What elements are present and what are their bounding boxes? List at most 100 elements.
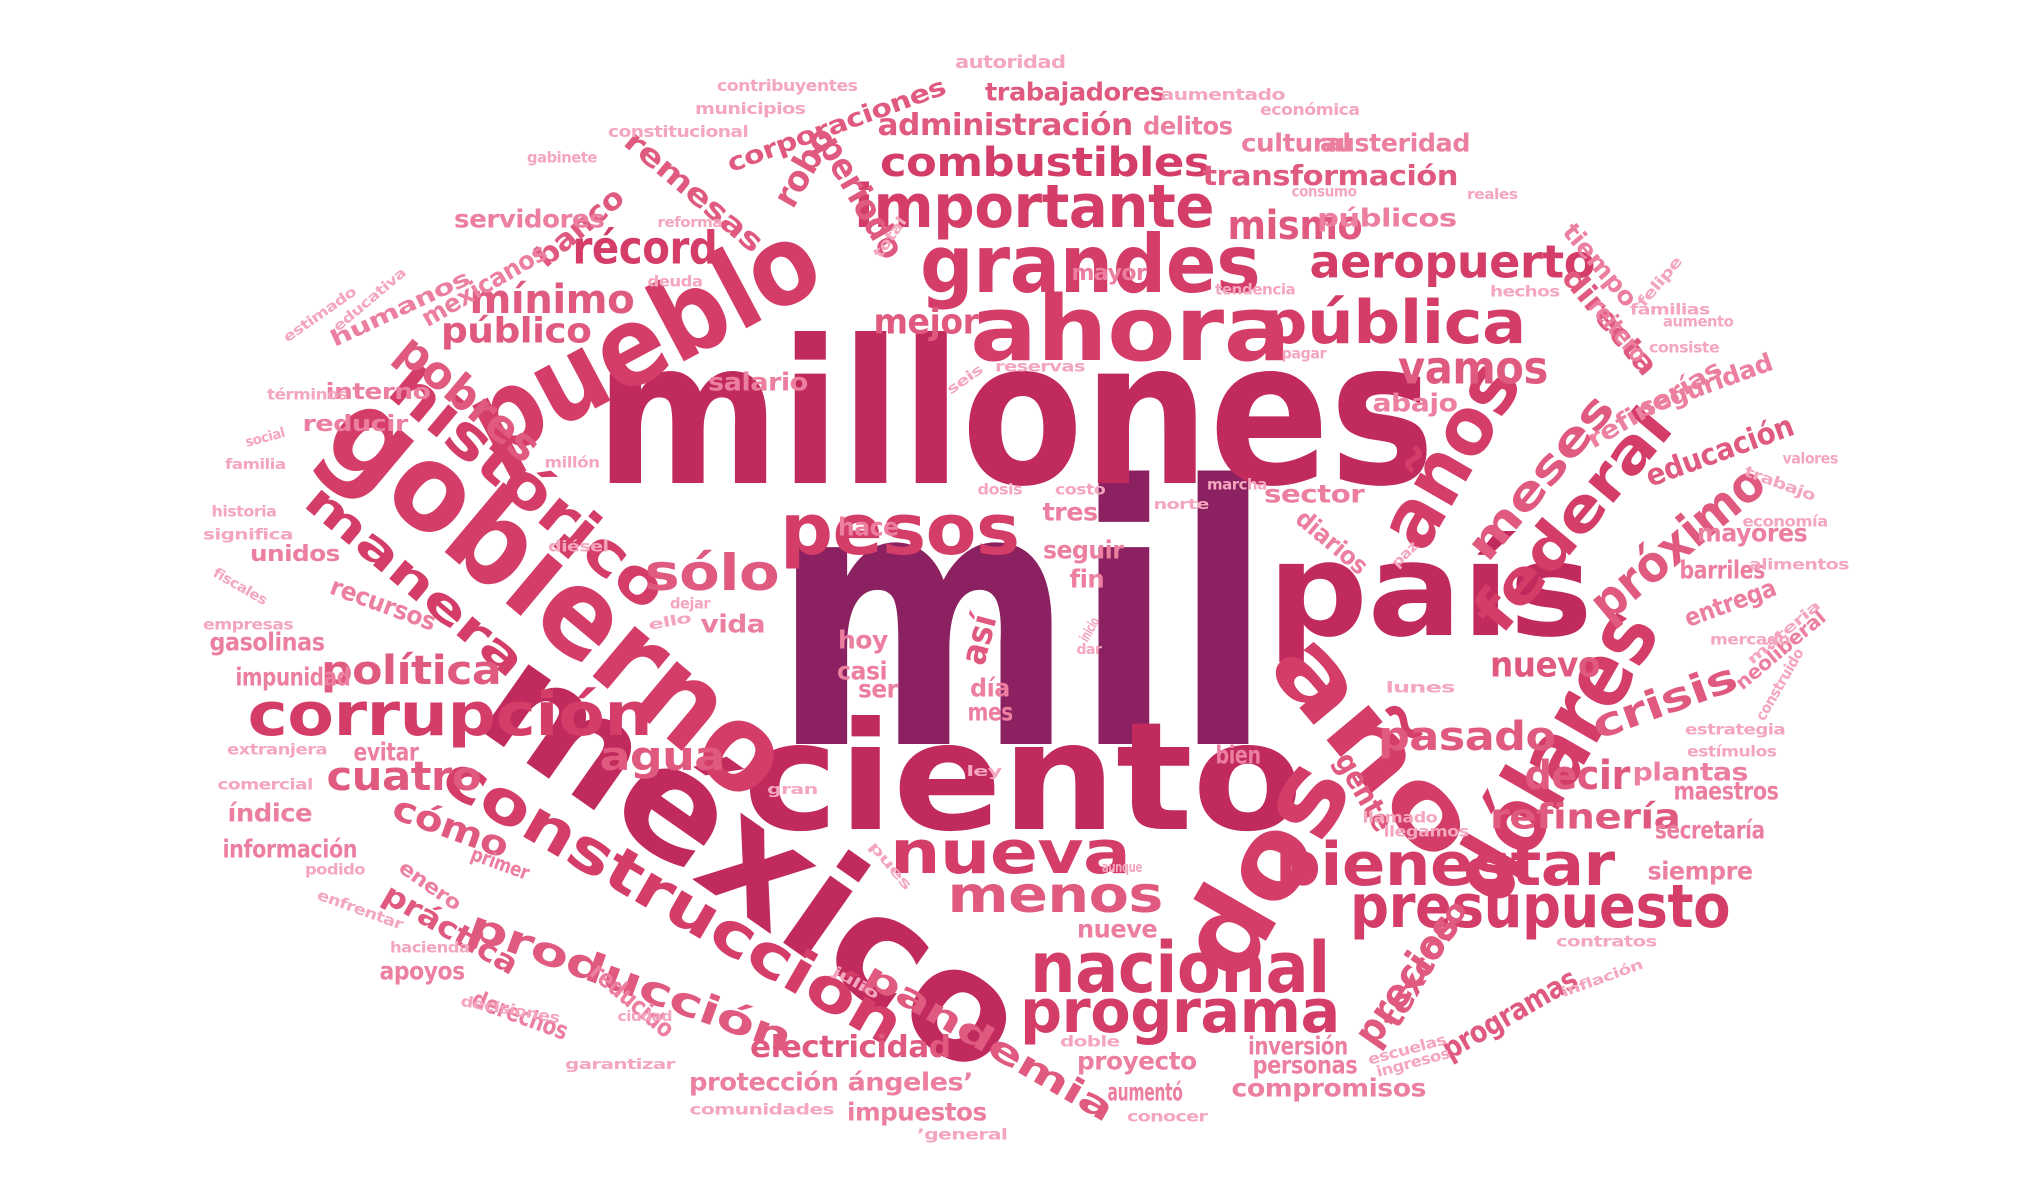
- word-sector: sector: [1264, 479, 1365, 509]
- word-tres: tres: [1042, 497, 1099, 527]
- word-constitucional: constitucional: [608, 122, 749, 141]
- word-inversion: inversión: [1248, 1031, 1348, 1061]
- word-siempre: siempre: [1647, 856, 1754, 886]
- word-publica: pública: [1260, 288, 1527, 358]
- word-autoridad: autoridad: [955, 52, 1066, 73]
- word-politica: política: [321, 648, 502, 694]
- word-hace: hace: [838, 512, 899, 542]
- word-dosis: dosis: [977, 480, 1023, 499]
- word-alimentos: alimentos: [1749, 555, 1849, 574]
- word-consiste: consiste: [1649, 338, 1720, 357]
- word-aeropuerto: aeropuerto: [1309, 235, 1596, 289]
- word-garantizar: garantizar: [565, 1057, 675, 1073]
- word-unidos: unidos: [250, 542, 340, 567]
- word-costo: costo: [1055, 480, 1106, 499]
- word-secretaria: secretaría: [1655, 815, 1765, 845]
- word-solo: sólo: [644, 544, 780, 602]
- word-aumentado: aumentado: [1160, 85, 1286, 104]
- word-gabinete: gabinete: [527, 148, 597, 167]
- word-doble: doble: [1060, 1032, 1120, 1051]
- word-informacion: información: [222, 834, 358, 864]
- word-apoyos: apoyos: [379, 956, 466, 986]
- word-decir: decir: [1524, 753, 1631, 799]
- word-deuda: deuda: [647, 272, 703, 291]
- word-contratos: contratos: [1556, 932, 1657, 951]
- word-record: récord: [572, 221, 718, 275]
- word-familias: familias: [1630, 300, 1710, 319]
- word-cultural: cultural: [1241, 128, 1351, 158]
- word-impuestos: impuestos: [847, 1097, 987, 1127]
- word-bienestar: bienestar: [1275, 830, 1615, 900]
- word-estrategia: estrategia: [1685, 720, 1786, 739]
- word-bien: bien: [1215, 740, 1262, 770]
- word-empresas: empresas: [203, 615, 294, 634]
- word-mayor: mayor: [1071, 261, 1147, 286]
- word-ciudad: ciudad: [617, 1009, 673, 1025]
- word-norte: norte: [1153, 497, 1210, 513]
- word-abajo: abajo: [1372, 388, 1458, 418]
- word-combustibles: combustibles: [880, 140, 1210, 186]
- word-historia: historia: [211, 502, 277, 521]
- word-presupuesto: presupuesto: [1350, 872, 1731, 942]
- word-dejar: dejar: [670, 594, 711, 613]
- word-interno: interno: [325, 380, 431, 405]
- word-terminos: términos: [267, 385, 348, 404]
- word-hechos: hechos: [1490, 282, 1560, 301]
- word-mismo: mismo: [1227, 203, 1363, 249]
- word-austeridad: austeridad: [1320, 128, 1471, 158]
- word-podido: podido: [305, 860, 366, 879]
- word-plantas: plantas: [1632, 757, 1749, 787]
- word-pagar: pagar: [1281, 344, 1327, 363]
- word-lunes: lunes: [1385, 678, 1456, 697]
- word-proteccion: protección: [689, 1067, 839, 1097]
- word-delitos: delitos: [1143, 111, 1233, 141]
- word-barriles: barriles: [1679, 555, 1766, 585]
- word-administracion: administración: [877, 108, 1134, 143]
- word-reducir: reducir: [302, 412, 409, 437]
- word-trabajadores: trabajadores: [985, 77, 1165, 107]
- word-compromisos: compromisos: [1231, 1073, 1427, 1103]
- word-importante: importante: [854, 172, 1215, 242]
- word-aumento: aumentó: [1107, 1077, 1183, 1107]
- word-diesel: diésel: [548, 537, 609, 556]
- word-reservas: reservas: [995, 357, 1086, 376]
- word-mejor: mejor: [873, 302, 979, 343]
- word-tendencia: tendencia: [1215, 280, 1296, 299]
- word-personas: personas: [1252, 1050, 1358, 1080]
- word-minimo: mínimo: [469, 277, 635, 323]
- word-marcha: marcha: [1207, 475, 1267, 494]
- word-pasado: pasado: [1378, 714, 1556, 760]
- word-mercado: mercado: [1710, 630, 1790, 649]
- word-economia: economía: [1742, 512, 1829, 531]
- word-millones: millones: [595, 298, 1435, 531]
- word-municipios: municipios: [695, 99, 806, 118]
- word-mil: mil: [772, 410, 1273, 829]
- word-mes: mes: [967, 697, 1014, 727]
- word-fin: fin: [1069, 564, 1105, 594]
- word-estimulos: estímulos: [1687, 742, 1777, 761]
- word-gasolinas: gasolinas: [209, 627, 325, 657]
- word-economica: económica: [1260, 100, 1360, 119]
- word-general: ’general: [917, 1125, 1008, 1144]
- word-mayores: mayores: [1697, 518, 1808, 548]
- word-servidores: servidores: [454, 204, 605, 234]
- word-transformacion: transformación: [1202, 159, 1459, 192]
- word-fiscales: fiscales: [210, 565, 270, 609]
- word-seguir: seguir: [1043, 535, 1124, 565]
- word-programas: programas: [1436, 961, 1584, 1068]
- word-corrupcion: corrupción: [247, 680, 653, 750]
- word-casi: casi: [837, 656, 888, 686]
- word-extranjera: extranjera: [227, 740, 328, 759]
- word-maestros: maestros: [1673, 776, 1779, 806]
- word-ley: ley: [966, 764, 1002, 780]
- word-familia: familia: [225, 457, 286, 473]
- word-llamado: llamado: [1362, 808, 1438, 827]
- word-dia: día: [970, 673, 1010, 703]
- word-nacional: nacional: [1030, 927, 1330, 1009]
- word-angeles: ángeles’: [847, 1067, 974, 1097]
- word-cuatro: cuatro: [326, 754, 482, 800]
- word-menos: menos: [947, 866, 1164, 924]
- word-pais: país: [1267, 514, 1593, 666]
- word-programa: programa: [1020, 977, 1340, 1047]
